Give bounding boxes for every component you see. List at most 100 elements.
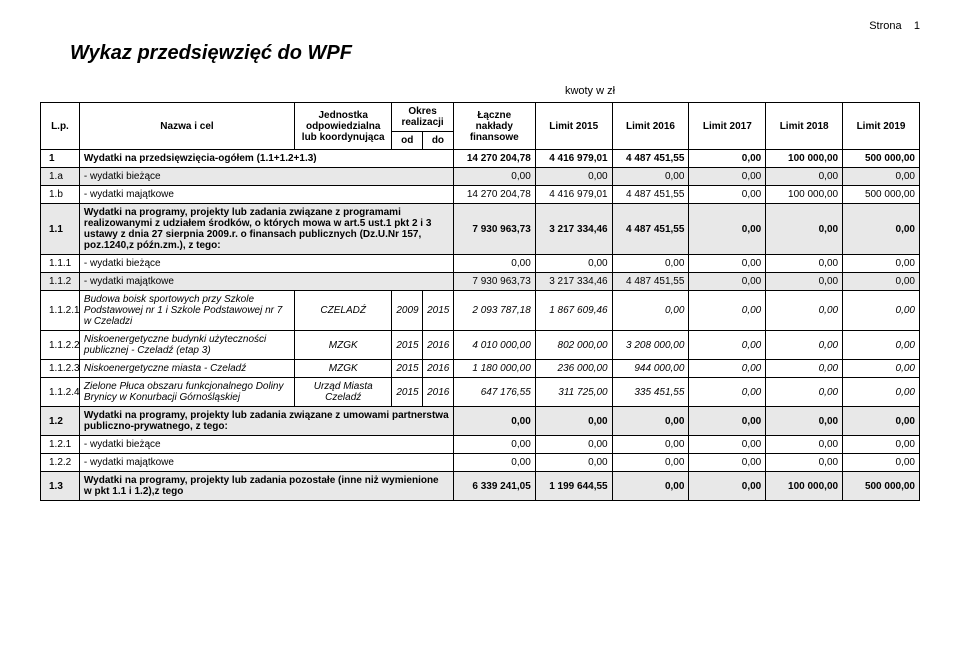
cell-l2017: 0,00 xyxy=(689,150,766,168)
page-label: Strona xyxy=(869,20,901,32)
table-header: L.p. Nazwa i cel Jednostka odpowiedzialn… xyxy=(41,103,920,150)
cell-lp: 1.2.1 xyxy=(41,436,80,454)
cell-l2018: 0,00 xyxy=(766,407,843,436)
cell-l2015: 0,00 xyxy=(535,454,612,472)
cell-l2016: 4 487 451,55 xyxy=(612,273,689,291)
cell-l2018: 100 000,00 xyxy=(766,186,843,204)
cell-l2015: 3 217 334,46 xyxy=(535,204,612,255)
cell-l2015: 0,00 xyxy=(535,436,612,454)
cell-naklady: 647 176,55 xyxy=(453,378,535,407)
cell-do: 2016 xyxy=(423,360,454,378)
cell-naklady: 7 930 963,73 xyxy=(453,273,535,291)
cell-name: Wydatki na programy, projekty lub zadani… xyxy=(79,407,453,436)
cell-lp: 1.1 xyxy=(41,204,80,255)
cell-l2015: 236 000,00 xyxy=(535,360,612,378)
cell-l2019: 0,00 xyxy=(843,204,920,255)
cell-lp: 1.1.2 xyxy=(41,273,80,291)
cell-l2017: 0,00 xyxy=(689,168,766,186)
cell-lp: 1.2.2 xyxy=(41,454,80,472)
cell-l2017: 0,00 xyxy=(689,331,766,360)
cell-l2016: 3 208 000,00 xyxy=(612,331,689,360)
wpf-table: L.p. Nazwa i cel Jednostka odpowiedzialn… xyxy=(40,102,920,501)
cell-name: - wydatki bieżące xyxy=(79,255,453,273)
table-row: 1.1.1- wydatki bieżące0,000,000,000,000,… xyxy=(41,255,920,273)
cell-unit: Urząd Miasta Czeladź xyxy=(295,378,392,407)
cell-l2019: 0,00 xyxy=(843,273,920,291)
cell-l2019: 0,00 xyxy=(843,436,920,454)
cell-l2018: 0,00 xyxy=(766,378,843,407)
header-l2018: Limit 2018 xyxy=(766,103,843,150)
cell-l2018: 0,00 xyxy=(766,331,843,360)
cell-l2018: 0,00 xyxy=(766,273,843,291)
header-l2015: Limit 2015 xyxy=(535,103,612,150)
cell-lp: 1.2 xyxy=(41,407,80,436)
header-l2017: Limit 2017 xyxy=(689,103,766,150)
cell-l2016: 0,00 xyxy=(612,255,689,273)
cell-lp: 1.b xyxy=(41,186,80,204)
cell-l2016: 0,00 xyxy=(612,407,689,436)
header-okres: Okres realizacji xyxy=(392,103,453,132)
cell-naklady: 0,00 xyxy=(453,436,535,454)
table-row: 1.1.2.2Niskoenergetyczne budynki użytecz… xyxy=(41,331,920,360)
table-row: 1.a- wydatki bieżące0,000,000,000,000,00… xyxy=(41,168,920,186)
cell-l2015: 311 725,00 xyxy=(535,378,612,407)
header-l2019: Limit 2019 xyxy=(843,103,920,150)
cell-l2018: 0,00 xyxy=(766,454,843,472)
cell-do: 2015 xyxy=(423,291,454,331)
cell-name: - wydatki majątkowe xyxy=(79,273,453,291)
cell-l2017: 0,00 xyxy=(689,454,766,472)
cell-od: 2015 xyxy=(392,331,423,360)
cell-name: Niskoenergetyczne miasta - Czeladź xyxy=(79,360,294,378)
cell-lp: 1.1.2.1 xyxy=(41,291,80,331)
cell-l2019: 0,00 xyxy=(843,255,920,273)
table-row: 1.3Wydatki na programy, projekty lub zad… xyxy=(41,472,920,501)
cell-l2015: 3 217 334,46 xyxy=(535,273,612,291)
cell-l2019: 500 000,00 xyxy=(843,186,920,204)
cell-l2016: 4 487 451,55 xyxy=(612,204,689,255)
cell-lp: 1.1.2.2 xyxy=(41,331,80,360)
cell-name: - wydatki bieżące xyxy=(79,436,453,454)
header-l2016: Limit 2016 xyxy=(612,103,689,150)
cell-l2018: 0,00 xyxy=(766,360,843,378)
table-row: 1.b- wydatki majątkowe14 270 204,784 416… xyxy=(41,186,920,204)
table-row: 1.1.2.1Budowa boisk sportowych przy Szko… xyxy=(41,291,920,331)
table-row: 1Wydatki na przedsięwzięcia-ogółem (1.1+… xyxy=(41,150,920,168)
cell-l2016: 944 000,00 xyxy=(612,360,689,378)
cell-naklady: 0,00 xyxy=(453,407,535,436)
cell-naklady: 1 180 000,00 xyxy=(453,360,535,378)
cell-naklady: 4 010 000,00 xyxy=(453,331,535,360)
cell-l2018: 100 000,00 xyxy=(766,472,843,501)
cell-l2019: 0,00 xyxy=(843,454,920,472)
cell-l2016: 0,00 xyxy=(612,436,689,454)
cell-naklady: 14 270 204,78 xyxy=(453,150,535,168)
cell-name: - wydatki bieżące xyxy=(79,168,453,186)
cell-lp: 1 xyxy=(41,150,80,168)
cell-l2019: 0,00 xyxy=(843,378,920,407)
cell-l2016: 0,00 xyxy=(612,472,689,501)
cell-l2015: 0,00 xyxy=(535,168,612,186)
cell-l2016: 4 487 451,55 xyxy=(612,186,689,204)
table-row: 1.1Wydatki na programy, projekty lub zad… xyxy=(41,204,920,255)
document-title: Wykaz przedsięwzięć do WPF xyxy=(70,42,920,65)
page-header: Strona 1 xyxy=(40,20,920,32)
cell-l2016: 0,00 xyxy=(612,291,689,331)
header-name: Nazwa i cel xyxy=(79,103,294,150)
cell-name: Budowa boisk sportowych przy Szkole Pods… xyxy=(79,291,294,331)
cell-do: 2016 xyxy=(423,378,454,407)
header-naklady: Łączne nakłady finansowe xyxy=(453,103,535,150)
cell-naklady: 6 339 241,05 xyxy=(453,472,535,501)
cell-naklady: 0,00 xyxy=(453,255,535,273)
cell-lp: 1.a xyxy=(41,168,80,186)
currency-label: kwoty w zł xyxy=(550,85,630,97)
cell-name: Wydatki na przedsięwzięcia-ogółem (1.1+1… xyxy=(79,150,453,168)
table-row: 1.2.1- wydatki bieżące0,000,000,000,000,… xyxy=(41,436,920,454)
cell-lp: 1.1.2.3 xyxy=(41,360,80,378)
cell-l2017: 0,00 xyxy=(689,360,766,378)
cell-l2018: 0,00 xyxy=(766,291,843,331)
cell-lp: 1.1.1 xyxy=(41,255,80,273)
cell-od: 2015 xyxy=(392,378,423,407)
cell-l2015: 0,00 xyxy=(535,407,612,436)
cell-l2017: 0,00 xyxy=(689,204,766,255)
cell-naklady: 2 093 787,18 xyxy=(453,291,535,331)
table-row: 1.2.2- wydatki majątkowe0,000,000,000,00… xyxy=(41,454,920,472)
